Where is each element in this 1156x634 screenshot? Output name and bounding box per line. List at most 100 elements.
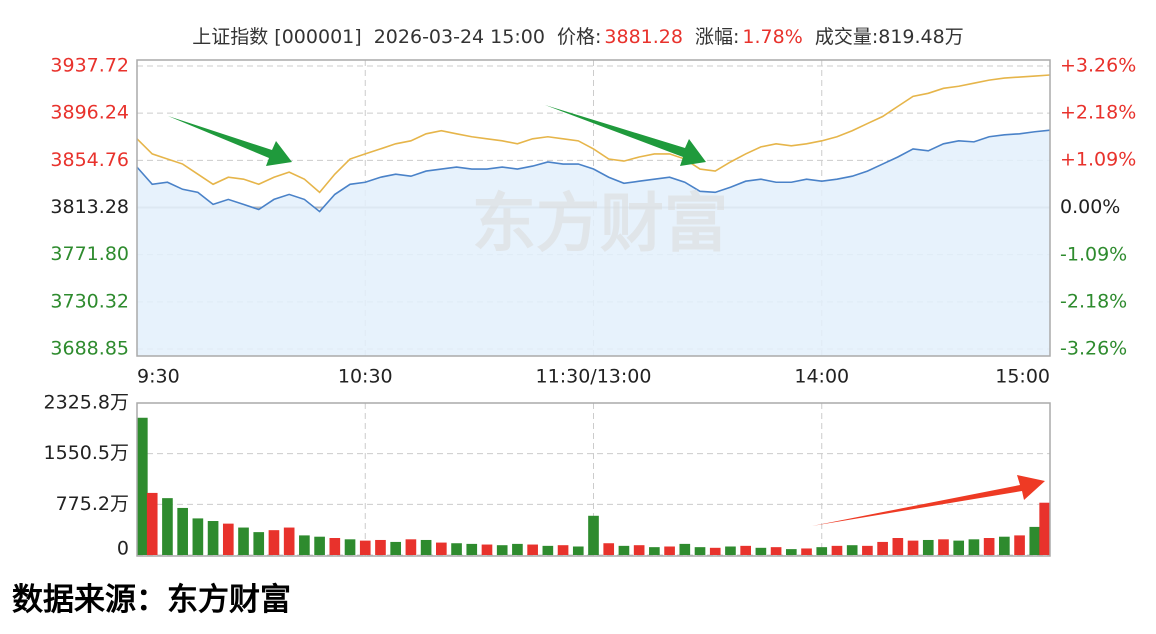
bar [436,542,447,555]
price: 3881.28 [604,26,683,48]
bar [801,548,812,555]
bar [496,545,508,555]
plot-frame [136,402,1051,557]
bar [1029,526,1041,555]
bar [603,543,615,555]
bar [420,539,432,555]
bar [299,535,310,555]
bar [785,549,797,555]
bar [694,547,706,555]
time: 2026-03-24 15:00 [373,26,545,48]
bar [146,492,158,555]
bar [238,527,249,555]
bar [207,521,219,555]
bar [177,507,188,555]
line [136,129,1051,213]
y-tick-label: 3730.32 [50,290,129,312]
bar [405,539,417,555]
index-name: 上证指数 [000001] [192,26,362,48]
bar [755,547,767,555]
bar [222,523,234,555]
bar [283,527,295,555]
bar [999,536,1010,555]
bar [466,543,478,555]
bar [633,545,645,555]
x-tick-label: 9:30 [137,366,180,388]
bar [816,547,828,555]
y-tick-label: 1550.5万 [44,442,129,464]
bar [359,540,371,555]
bar [329,538,341,555]
bar [862,545,873,555]
bar [390,541,402,555]
bar [983,538,995,555]
y-tick-label: 3688.85 [50,338,129,360]
bar [588,515,599,555]
bar [831,545,843,555]
bar [953,540,965,555]
volume: 成交量:819.48万 [814,26,964,48]
bar [846,545,858,555]
x-tick-label: 15:00 [995,366,1050,388]
bar [527,544,538,555]
y2-tick-label: -3.26% [1060,338,1127,360]
watermark: 东方财富 [472,188,728,262]
x-tick-label: 10:30 [338,366,393,388]
y2-tick-label: -2.18% [1060,291,1127,313]
change: 1.78% [742,26,803,48]
y-tick-label: 0 [117,538,129,560]
y2-tick-label: +1.09% [1060,149,1136,171]
bar [451,543,462,555]
bar [572,546,584,555]
y-tick-label: 3813.28 [50,196,129,218]
y2-tick-label: 0.00% [1060,196,1120,218]
bar [664,546,675,555]
bar [709,547,721,555]
bar [268,530,280,555]
y-tick-label: 775.2万 [56,493,129,515]
bar [253,532,265,555]
bar [679,543,691,555]
bar [740,545,751,555]
header: 上证指数 [000001] 2026-03-24 15:00 价格: 3881.2… [0,22,1156,49]
y-tick-label: 3937.72 [50,55,129,77]
x-tick-label: 14:00 [794,366,849,388]
bar [162,498,173,555]
y-tick-label: 3771.80 [50,243,129,265]
y-tick-label: 2325.8万 [44,392,129,414]
y-tick-label: 3896.24 [50,102,129,124]
bar [618,545,630,555]
change-label: 涨幅: [695,26,740,48]
bar [770,547,782,555]
bar [542,545,554,555]
y2-tick-label: +3.26% [1060,55,1136,77]
bar [725,546,736,555]
source: 数据来源：东方财富 [12,582,291,618]
bar [938,539,949,555]
bar [344,539,356,555]
plot-frame [136,59,1051,357]
x-tick-label: 11:30/13:00 [536,366,652,388]
bar [512,543,523,555]
price-label: 价格: [556,26,602,48]
bar [137,417,148,555]
bar [1014,535,1025,555]
bar [922,539,934,555]
y2-tick-label: +2.18% [1060,101,1136,123]
bar [481,544,493,555]
bar [907,540,919,555]
y-tick-label: 3854.76 [50,149,129,171]
bar [877,541,888,555]
bar [192,518,204,555]
bar [375,539,386,555]
bar [314,536,325,555]
bar [649,547,660,555]
bar [1039,502,1050,555]
bar [892,538,904,555]
bar [968,539,980,555]
y2-tick-label: -1.09% [1060,243,1127,265]
area [137,130,1050,356]
bar [557,545,569,555]
